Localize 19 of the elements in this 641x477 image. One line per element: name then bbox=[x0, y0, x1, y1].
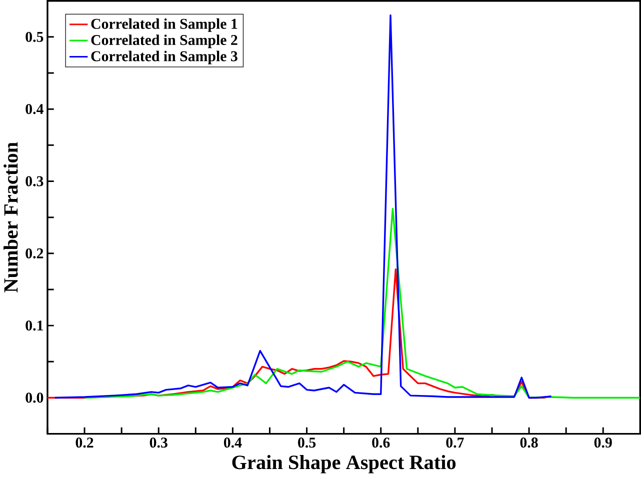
x-tick-label: 0.9 bbox=[594, 438, 612, 448]
y-tick-label: 0.5 bbox=[26, 32, 44, 42]
x-tick-label: 0.5 bbox=[298, 438, 316, 448]
x-tick-label: 0.8 bbox=[520, 438, 538, 448]
y-tick-label: 0.3 bbox=[26, 176, 44, 186]
x-tick-label: 0.3 bbox=[150, 438, 168, 448]
y-tick-label: 0.1 bbox=[26, 320, 43, 331]
legend-label: Correlated in Sample 3 bbox=[91, 50, 238, 64]
y-tick-label: 0.4 bbox=[26, 104, 44, 114]
y-tick-label: 0.0 bbox=[26, 392, 44, 403]
legend-label: Correlated in Sample 2 bbox=[91, 34, 238, 48]
legend-label: Correlated in Sample 1 bbox=[91, 18, 238, 32]
y-axis-title: Number Fraction bbox=[4, 142, 18, 292]
y-tick-label: 0.2 bbox=[26, 248, 44, 259]
x-tick-label: 0.7 bbox=[446, 438, 464, 448]
x-axis-title: Grain Shape Aspect Ratio bbox=[232, 455, 456, 474]
x-tick-label: 0.6 bbox=[372, 438, 390, 448]
x-tick-label: 0.4 bbox=[224, 438, 242, 448]
x-tick-label: 0.2 bbox=[76, 438, 94, 448]
